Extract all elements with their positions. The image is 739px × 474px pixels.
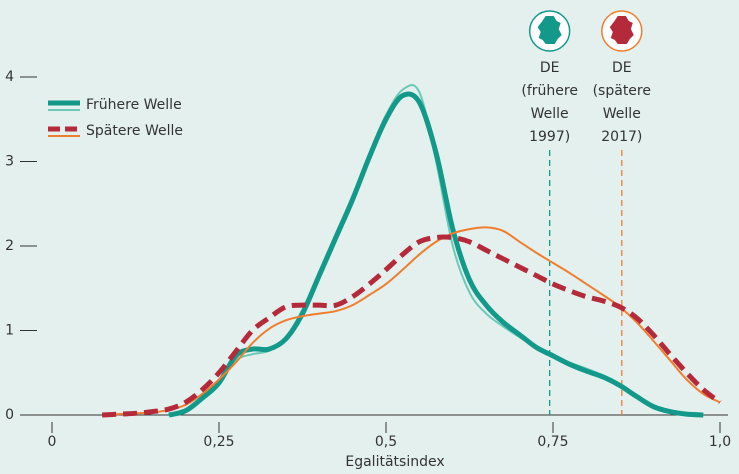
x-tick-label: 0: [48, 434, 57, 450]
legend-label: Frühere Welle: [86, 97, 182, 113]
marker-label: Welle: [531, 106, 569, 122]
marker-label: (spätere: [593, 83, 651, 99]
marker-label: (frühere: [521, 83, 578, 99]
x-tick-label: 0,75: [537, 434, 568, 450]
y-tick-label: 2: [5, 238, 14, 254]
legend-label: Spätere Welle: [86, 123, 183, 139]
y-tick-label: 0: [5, 407, 14, 423]
marker-label: DE: [612, 60, 632, 76]
germany-icon: [537, 16, 562, 44]
x-tick-label: 1,0: [709, 434, 731, 450]
y-tick-label: 3: [5, 154, 14, 170]
germany-icon: [609, 16, 634, 44]
marker-label: Welle: [603, 106, 641, 122]
y-tick-label: 4: [5, 69, 14, 85]
data-line: [168, 91, 704, 418]
marker-label: 2017): [601, 129, 642, 145]
x-tick-label: 0,5: [375, 434, 397, 450]
x-tick-label: 0,25: [203, 434, 234, 450]
data-line: [101, 234, 722, 418]
marker-label: 1997): [529, 129, 570, 145]
marker-label: DE: [540, 60, 560, 76]
y-tick-label: 1: [5, 323, 14, 339]
x-axis-label: Egalitätsindex: [345, 454, 444, 470]
